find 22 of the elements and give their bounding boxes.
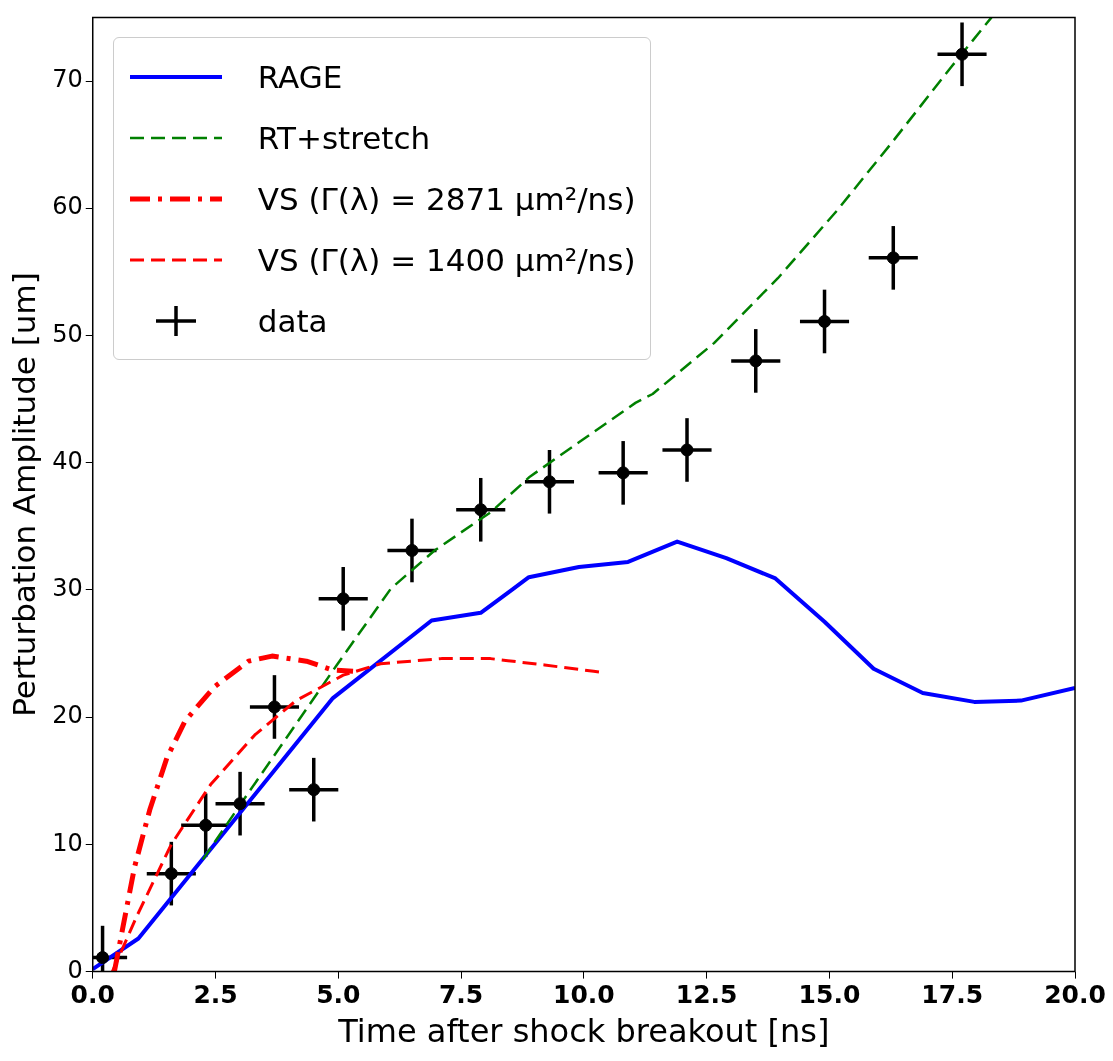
legend-label: VS (Γ(λ) = 2871 μm²/ns) (257, 180, 636, 217)
y-tick-label: 10 (52, 828, 83, 857)
x-tick-label: 20.0 (1044, 980, 1106, 1010)
legend-label: VS (Γ(λ) = 1400 μm²/ns) (257, 241, 636, 278)
y-tick-label: 70 (52, 65, 83, 94)
x-tick-label: 2.5 (193, 980, 238, 1010)
legend-label: RT+stretch (257, 119, 431, 156)
y-tick-label: 50 (52, 319, 83, 348)
y-tick-label: 20 (52, 701, 83, 730)
x-tick-label: 5.0 (316, 980, 361, 1010)
legend-label: RAGE (257, 58, 343, 95)
legend-label: data (257, 302, 328, 339)
x-tick-label: 7.5 (438, 980, 484, 1010)
x-tick-label: 12.5 (675, 980, 738, 1010)
y-tick-label: 30 (52, 574, 83, 603)
y-tick-label: 40 (52, 446, 83, 475)
x-tick-label: 17.5 (921, 980, 984, 1010)
y-axis-title: Perturbation Amplitude [um] (5, 272, 42, 717)
x-axis-title: Time after shock breakout [ns] (337, 1012, 830, 1051)
y-tick-label: 60 (52, 192, 83, 221)
x-tick-label: 10.0 (553, 980, 615, 1010)
x-tick-label: 15.0 (798, 980, 861, 1010)
